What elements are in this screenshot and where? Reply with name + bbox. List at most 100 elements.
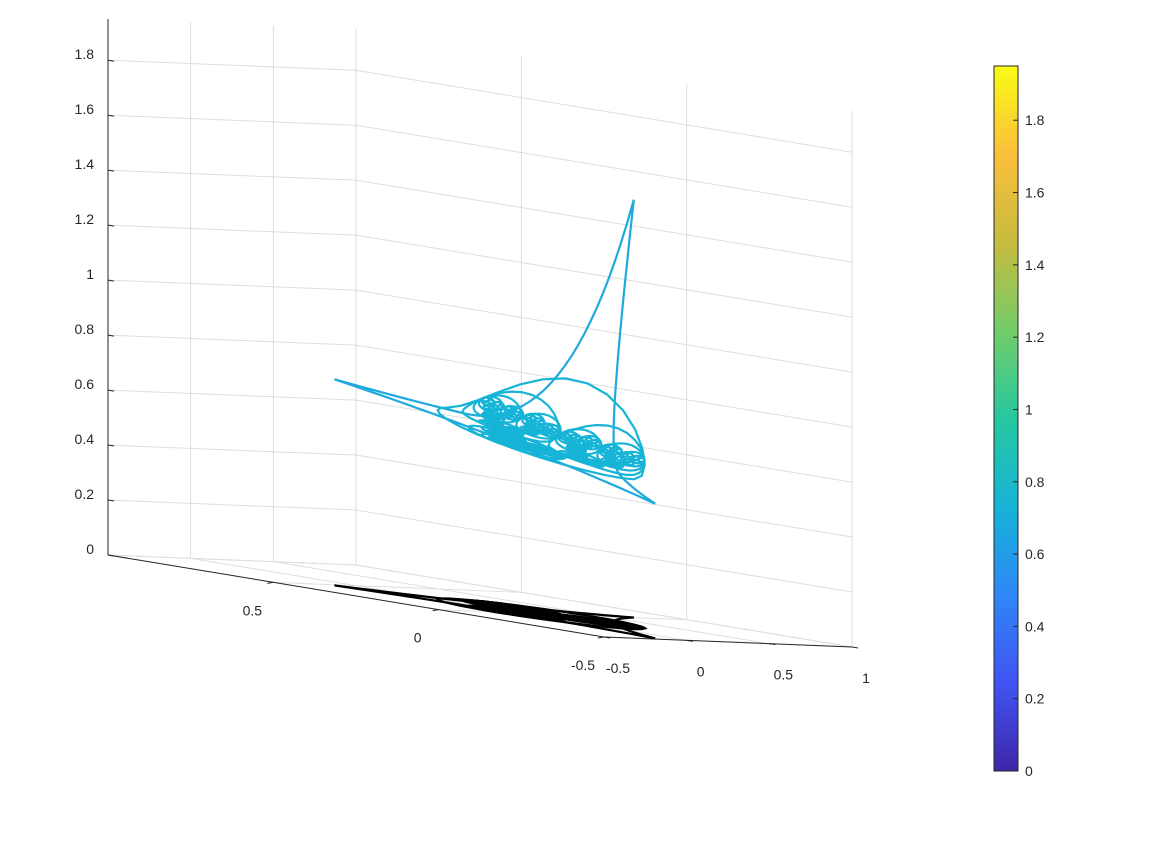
y-tick-mark	[597, 636, 605, 639]
gasket-projection	[334, 584, 656, 640]
gasket-surface-circle	[609, 459, 617, 464]
gasket-surface-circle	[485, 421, 494, 426]
y-axis-line	[107, 554, 605, 638]
grid-line	[355, 69, 853, 153]
gasket-projection-circle	[605, 622, 612, 625]
grid-line	[355, 124, 853, 208]
z-tick-label: 1.4	[75, 156, 95, 172]
gasket-surface-circle	[534, 448, 543, 452]
grid-line	[107, 279, 357, 291]
gasket-surface-circle	[571, 445, 579, 450]
gasket-surface-circle	[583, 442, 590, 447]
colorbar-tick-label: 0	[1025, 763, 1033, 779]
z-tick-label: 0.2	[75, 486, 95, 502]
y-tick-mark	[267, 581, 274, 584]
gasket-surface-circle	[509, 436, 516, 440]
z-tick-label: 0.4	[75, 431, 95, 447]
z-tick-mark	[107, 114, 115, 117]
axes	[107, 19, 859, 649]
x-tick-label: 1	[862, 670, 870, 686]
grid-line	[107, 554, 357, 566]
gasket-surface-circle	[499, 438, 507, 442]
colorbar-tick-label: 0.4	[1025, 618, 1045, 634]
grid-line	[107, 334, 357, 346]
gasket-surface-circle	[541, 428, 548, 433]
gasket-projection-circle	[513, 612, 521, 616]
colorbar-tick-label: 1.4	[1025, 257, 1045, 273]
gasket-projection-circle	[489, 607, 499, 611]
gasket-projection-circle	[509, 609, 516, 613]
z-tick-label: 0.8	[75, 321, 95, 337]
grid-line	[107, 444, 357, 456]
gasket-surface-circle	[577, 447, 585, 452]
grid-line	[107, 389, 357, 401]
gasket-projection-circle	[578, 618, 583, 622]
gasket-surface-circle	[503, 411, 511, 417]
colorbar-tick-label: 1	[1025, 401, 1033, 417]
x-tick-mark	[769, 643, 776, 646]
gasket-surface-circle	[527, 427, 535, 432]
gasket-surface-circle	[529, 430, 536, 435]
z-tick-label: 1.6	[75, 101, 95, 117]
z-tick-mark	[107, 224, 115, 227]
gasket-surface-circle	[539, 450, 550, 455]
grid-line	[355, 234, 853, 318]
gasket-surface-circle	[570, 437, 578, 442]
y-tick-label: 0	[414, 630, 422, 646]
grid-line	[355, 564, 853, 648]
gasket-surface-circle	[637, 456, 646, 463]
gasket-surface	[334, 199, 656, 505]
x-tick-label: 0	[697, 663, 705, 679]
z-tick-mark	[107, 499, 115, 502]
gasket-projection-circle	[528, 609, 536, 612]
gasket-surface-circle	[585, 459, 593, 464]
grid-line	[107, 59, 357, 71]
gasket-surface-circle	[611, 463, 620, 468]
gasket-surface-circle	[490, 434, 500, 439]
gasket-surface-circle	[507, 428, 515, 433]
gasket-surface-circle	[570, 452, 577, 457]
gasket-surface-circle	[623, 458, 631, 464]
gasket-surface-circle	[585, 436, 593, 443]
y-tick-mark	[432, 609, 439, 612]
grid-line	[107, 499, 357, 511]
z-tick-label: 1	[86, 266, 94, 282]
colorbar-tick-label: 0.8	[1025, 474, 1045, 490]
x-tick-mark	[686, 639, 693, 642]
z-tick-mark	[107, 444, 115, 447]
gasket-projection-circle	[570, 617, 577, 621]
gasket-projection-circle	[486, 603, 495, 607]
gasket-projection-circle	[494, 607, 501, 611]
gasket-surface-circle	[503, 442, 512, 447]
colorbar-bar	[993, 65, 1019, 772]
z-tick-label: 0	[86, 541, 94, 557]
gasket-surface-circle	[509, 407, 517, 414]
grid-line	[273, 581, 522, 593]
gasket-surface-circle	[488, 412, 496, 418]
gasket-projection-circle	[522, 608, 530, 612]
grid-line	[107, 114, 357, 126]
gasket-surface-circle	[513, 443, 521, 448]
gasket-surface-circle	[533, 420, 541, 426]
y-tick-label: 0.5	[243, 602, 263, 618]
gasket-projection-circle	[610, 622, 616, 626]
z-tick-mark	[107, 169, 115, 172]
z-tick-mark	[107, 334, 115, 337]
x-tick-mark	[603, 636, 611, 639]
z-tick-mark	[107, 389, 115, 392]
z-tick-mark	[107, 59, 115, 62]
gasket-surface-circle	[493, 431, 501, 436]
gasket-projection-circle	[532, 614, 541, 618]
colorbar-tick-label: 1.2	[1025, 329, 1045, 345]
colorbar: 0 0.2 0.4 0.6 0.8 1 1.2 1.4 1.6 1.8	[993, 65, 1045, 779]
x-axis-line	[603, 636, 853, 648]
gasket-surface-circle	[604, 452, 612, 457]
gasket-surface-circle	[546, 424, 554, 430]
tick-labels: -0.5 0 0.5 1 -0.5 0 0.5 0 0.2 0.4 0.6 0.8 1 1.2 1.4 1.6…	[75, 46, 871, 686]
grid-line	[355, 509, 853, 593]
grid-line	[355, 344, 853, 428]
z-tick-mark	[107, 554, 115, 557]
gasket-projection-circle	[495, 605, 501, 608]
gasket-surface-circle	[625, 452, 634, 459]
